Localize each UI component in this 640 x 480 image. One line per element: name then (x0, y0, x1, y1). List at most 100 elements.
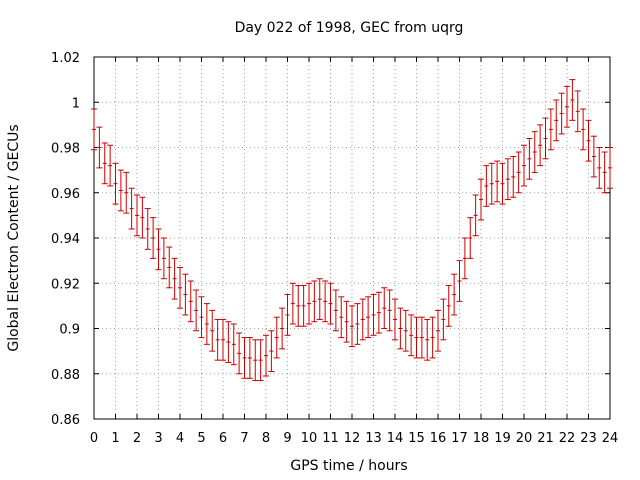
x-tick-label: 4 (176, 431, 184, 446)
error-bar-point (515, 151, 522, 194)
error-bar-point (91, 108, 97, 151)
error-bar-point (225, 321, 232, 363)
x-tick-label: 10 (301, 431, 318, 446)
x-tick-label: 21 (537, 431, 554, 446)
x-tick-labels: 0 1 2 3 4 5 6 7 8 9 10 11 12 13 14 15 16 17 18 19 20 21 22 23 24 (90, 431, 618, 446)
error-bar-point (569, 79, 576, 121)
error-bar-point (478, 178, 484, 221)
error-bar-point (445, 285, 452, 327)
error-bar-point (386, 289, 393, 332)
error-bar-point (418, 316, 425, 359)
error-bar-point (574, 90, 581, 133)
error-bar-point (128, 187, 135, 230)
error-bar-point (510, 156, 517, 198)
error-bar-point (295, 285, 302, 327)
error-bar-point (596, 147, 603, 189)
y-tick-label: 0.92 (51, 277, 80, 292)
error-bar-point (171, 257, 178, 300)
x-tick-label: 20 (516, 431, 533, 446)
x-tick-label: 23 (580, 431, 597, 446)
x-tick-label: 3 (154, 431, 162, 446)
x-tick-label: 9 (283, 431, 291, 446)
error-bar-point (155, 228, 162, 271)
error-bar-point (289, 282, 296, 325)
error-bar-point (402, 309, 409, 352)
x-tick-label: 16 (430, 431, 447, 446)
error-bar-point (408, 314, 415, 357)
error-bar-point (203, 303, 210, 345)
error-bar-point (177, 266, 183, 309)
x-tick-label: 5 (197, 431, 205, 446)
error-bar-point (241, 337, 248, 379)
y-tick-label: 0.86 (51, 413, 80, 428)
x-tick-label: 8 (262, 431, 270, 446)
y-tick-label: 0.98 (51, 142, 80, 157)
error-bar-point (397, 307, 404, 350)
error-bar-point (537, 124, 544, 167)
error-bar-point (343, 300, 350, 343)
y-axis-label: Global Electron Content / GECUs (6, 124, 22, 351)
error-bar-point (300, 285, 307, 327)
x-tick-label: 14 (387, 431, 404, 446)
error-bar-point (375, 291, 382, 334)
error-bar-point (332, 289, 339, 332)
x-tick-label: 18 (473, 431, 490, 446)
error-bar-point (279, 307, 286, 350)
error-bar-point (542, 117, 549, 160)
error-bar-point (338, 296, 345, 339)
y-tick-label: 0.96 (51, 187, 80, 202)
x-tick-label: 7 (240, 431, 248, 446)
error-bar-point (504, 158, 511, 201)
error-bar-point (354, 303, 361, 345)
error-bar-point (198, 296, 205, 339)
error-bar-point (284, 294, 291, 336)
error-bar-point (263, 334, 269, 377)
x-axis-label: GPS time / hours (290, 458, 407, 474)
error-bar-point (311, 280, 318, 323)
error-bar-point (461, 237, 468, 280)
x-tick-label: 12 (344, 431, 361, 446)
error-bars (91, 79, 613, 382)
chart-title: Day 022 of 1998, GEC from uqrg (235, 20, 464, 36)
y-tick-label: 0.94 (51, 232, 80, 247)
error-bar-point (440, 298, 447, 341)
error-bar-point (499, 162, 506, 205)
error-bar-point (134, 194, 140, 237)
error-bar-point (451, 273, 458, 316)
error-bar-point (429, 316, 436, 359)
error-bar-point (182, 273, 189, 316)
x-tick-label: 1 (111, 431, 119, 446)
error-bar-point (553, 99, 560, 142)
error-bar-point (306, 282, 312, 325)
y-tick-labels: 0.86 0.88 0.9 0.92 0.94 0.96 0.98 1 1.02 (51, 51, 80, 428)
error-bar-point (521, 144, 527, 187)
error-bar-point (123, 171, 130, 214)
grid (94, 57, 610, 419)
error-bar-point (220, 318, 226, 361)
x-tick-label: 2 (133, 431, 141, 446)
error-bar-point (494, 160, 501, 203)
error-bar-point (601, 151, 608, 194)
x-tick-label: 11 (322, 431, 339, 446)
error-bar-point (166, 246, 173, 289)
error-bar-point (214, 318, 221, 361)
error-bar-point (435, 309, 441, 352)
x-tick-label: 13 (365, 431, 382, 446)
error-bar-point (322, 280, 329, 323)
x-tick-label: 19 (494, 431, 511, 446)
error-bar-point (467, 217, 474, 259)
error-bar-point (472, 194, 479, 237)
error-bar-point (580, 108, 587, 151)
error-bar-point (585, 119, 592, 162)
error-bar-point (139, 196, 146, 239)
error-bar-point (257, 339, 264, 382)
error-bar-point (252, 339, 259, 382)
error-bar-point (209, 309, 216, 352)
x-tick-label: 6 (219, 431, 227, 446)
error-bar-point (558, 92, 565, 135)
error-bar-point (370, 294, 377, 336)
error-bar-point (112, 162, 119, 205)
x-tick-label: 15 (408, 431, 425, 446)
error-bar-point (101, 142, 108, 185)
